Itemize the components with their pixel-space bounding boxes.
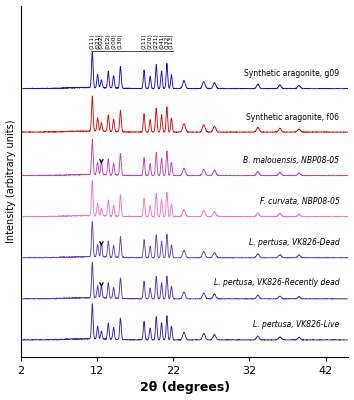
Y-axis label: Intensity (arbitrary units): Intensity (arbitrary units) — [6, 120, 16, 243]
Text: Synthetic aragonite, f06: Synthetic aragonite, f06 — [246, 112, 339, 122]
Text: (041): (041) — [159, 33, 164, 49]
Text: (111): (111) — [90, 34, 95, 49]
Text: F. curvata, NBP08-05: F. curvata, NBP08-05 — [259, 197, 339, 206]
Text: (113): (113) — [169, 34, 174, 49]
Text: (012): (012) — [106, 33, 111, 49]
Text: L. pertusa, VK826-Dead: L. pertusa, VK826-Dead — [249, 238, 339, 247]
Text: (130): (130) — [118, 33, 123, 49]
Text: (211): (211) — [142, 34, 147, 49]
Text: Synthetic aragonite, g09: Synthetic aragonite, g09 — [244, 69, 339, 78]
Text: L. pertusa, VK826-Live: L. pertusa, VK826-Live — [253, 320, 339, 329]
Text: (132): (132) — [164, 33, 169, 49]
Text: (002): (002) — [99, 33, 104, 49]
Text: (200): (200) — [111, 33, 116, 49]
Text: (220): (220) — [148, 33, 153, 49]
Text: (221): (221) — [154, 33, 159, 49]
Text: (021): (021) — [95, 33, 100, 49]
X-axis label: 2θ (degrees): 2θ (degrees) — [140, 382, 230, 394]
Text: L. pertusa, VK826-Recently dead: L. pertusa, VK826-Recently dead — [214, 278, 339, 287]
Text: B. malouensis, NBP08-05: B. malouensis, NBP08-05 — [243, 156, 339, 165]
